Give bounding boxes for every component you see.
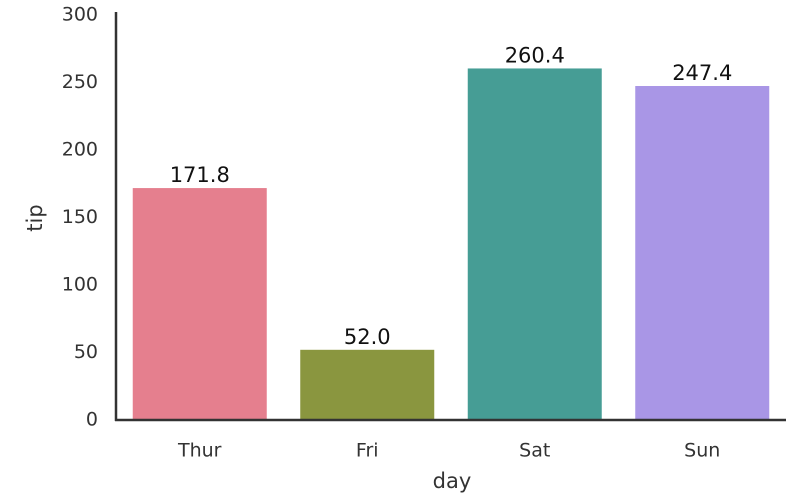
y-tick-label: 0 xyxy=(86,409,98,431)
y-tick-label: 50 xyxy=(74,341,98,363)
y-tick-label: 300 xyxy=(62,4,98,26)
y-tick-label: 100 xyxy=(62,274,98,296)
x-axis-label: day xyxy=(433,469,472,493)
bar xyxy=(300,349,435,420)
y-axis-label: tip xyxy=(23,204,47,231)
x-tick-label: Fri xyxy=(356,440,379,462)
value-label: 247.4 xyxy=(672,61,732,85)
value-label: 171.8 xyxy=(170,163,230,187)
bar xyxy=(132,188,267,420)
bar xyxy=(635,86,770,420)
bar xyxy=(467,68,602,421)
x-tick-label: Sun xyxy=(684,440,720,462)
y-tick-label: 150 xyxy=(62,206,98,228)
value-label: 260.4 xyxy=(505,43,565,67)
x-tick-label: Thur xyxy=(177,440,222,462)
y-tick-label: 250 xyxy=(62,71,98,93)
x-tick-label: Sat xyxy=(519,440,550,462)
value-label: 52.0 xyxy=(344,325,391,349)
y-tick-label: 200 xyxy=(62,139,98,161)
